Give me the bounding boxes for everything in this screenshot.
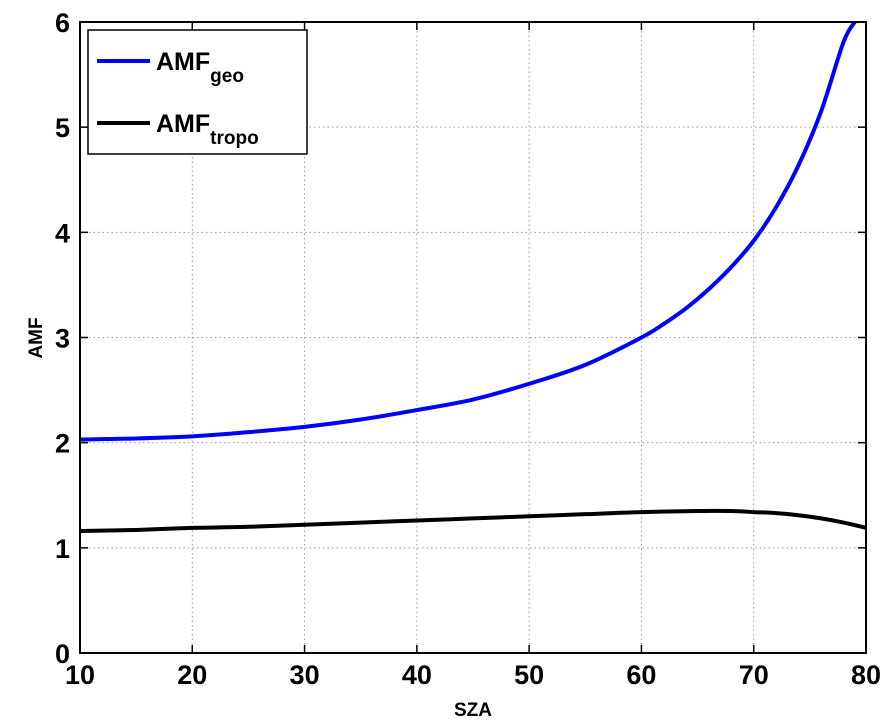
x-tick-label: 70: [739, 660, 769, 690]
x-tick-label: 80: [851, 660, 881, 690]
legend-geo-main: AMF: [156, 48, 210, 76]
legend-box: [87, 29, 308, 155]
y-tick-label: 4: [55, 218, 70, 248]
series-line-tropo: [80, 508, 866, 534]
series-line-geo: [80, 22, 857, 442]
x-tick-label: 50: [514, 660, 544, 690]
x-tick-label: 30: [290, 660, 320, 690]
x-tick-label: 40: [402, 660, 432, 690]
series-layer: [80, 22, 866, 534]
legend: AMFgeo AMFtropo: [87, 29, 308, 155]
y-axis-title: AMF: [26, 317, 47, 358]
x-tick-labels: 10 20 30 40 50 60 70 80: [65, 660, 881, 690]
x-axis-title: SZA: [454, 700, 492, 721]
y-tick-label: 1: [55, 534, 70, 564]
legend-label-tropo: AMFtropo: [156, 110, 259, 149]
y-tick-label: 0: [55, 639, 70, 669]
y-tick-label: 2: [55, 429, 70, 459]
legend-label-geo: AMFgeo: [156, 48, 244, 87]
x-tick-label: 20: [177, 660, 207, 690]
x-tick-label: 10: [65, 660, 95, 690]
y-tick-label: 6: [55, 8, 70, 38]
legend-tropo-main: AMF: [156, 110, 210, 138]
y-tick-labels: 0 1 2 3 4 5 6: [55, 8, 70, 669]
legend-tropo-sub: tropo: [210, 128, 259, 149]
x-tick-label: 60: [626, 660, 656, 690]
y-tick-label: 5: [55, 113, 70, 143]
legend-geo-sub: geo: [210, 66, 244, 87]
axis-ticks: [79, 21, 867, 654]
y-tick-label: 3: [55, 324, 70, 354]
